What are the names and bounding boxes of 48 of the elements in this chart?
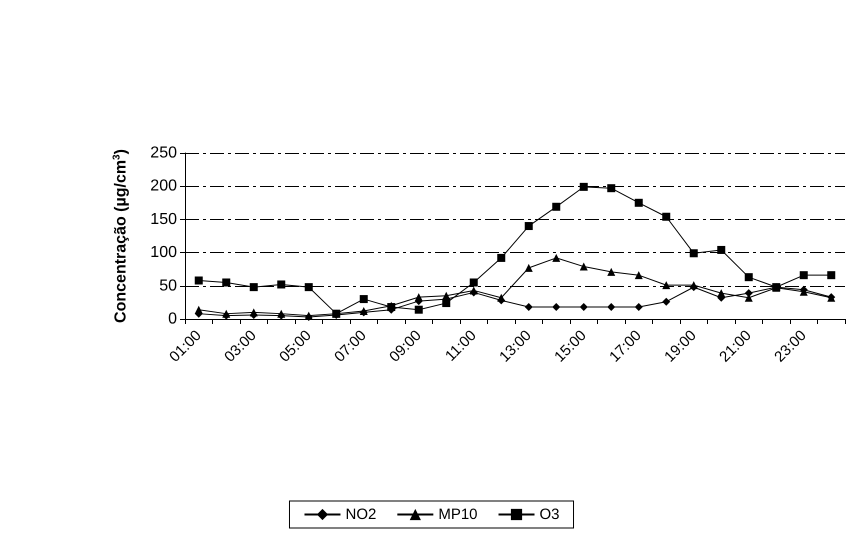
point xyxy=(607,303,616,312)
point xyxy=(717,246,726,254)
y-tick-label: 0 xyxy=(168,310,178,328)
legend-label: MP10 xyxy=(438,506,478,523)
point xyxy=(634,198,643,207)
point xyxy=(634,303,643,312)
legend-label: O3 xyxy=(540,506,560,523)
y-tick-label: 250 xyxy=(150,144,178,162)
point xyxy=(607,268,616,276)
point xyxy=(470,278,478,286)
point xyxy=(690,249,698,258)
point xyxy=(497,294,506,302)
y-axis-title: Concentração (µg/cm3) xyxy=(112,149,130,323)
point xyxy=(662,281,670,290)
point xyxy=(414,306,423,314)
point xyxy=(800,271,808,280)
legend-label: NO2 xyxy=(345,506,376,523)
point xyxy=(552,202,560,211)
point xyxy=(580,303,588,312)
y-tick-label: 150 xyxy=(150,210,178,228)
point xyxy=(250,308,258,316)
point xyxy=(662,212,670,221)
point xyxy=(222,278,230,286)
point xyxy=(662,298,670,306)
point xyxy=(580,182,588,191)
point xyxy=(277,280,286,288)
point xyxy=(524,264,533,272)
point xyxy=(524,303,533,312)
point xyxy=(304,283,313,292)
point xyxy=(497,254,506,262)
point xyxy=(250,283,258,292)
y-tick-label: 100 xyxy=(150,244,178,262)
point xyxy=(634,271,643,280)
point xyxy=(360,295,368,304)
point xyxy=(827,271,836,280)
point xyxy=(744,273,753,282)
point xyxy=(442,299,450,308)
point xyxy=(607,184,616,192)
y-tick-label: 50 xyxy=(159,277,178,294)
point xyxy=(194,276,203,284)
point xyxy=(194,306,203,314)
point xyxy=(524,222,533,230)
point xyxy=(552,303,560,312)
point xyxy=(717,289,726,298)
point xyxy=(552,254,560,262)
point xyxy=(414,293,423,302)
point xyxy=(580,262,588,271)
y-tick-label: 200 xyxy=(150,178,178,195)
